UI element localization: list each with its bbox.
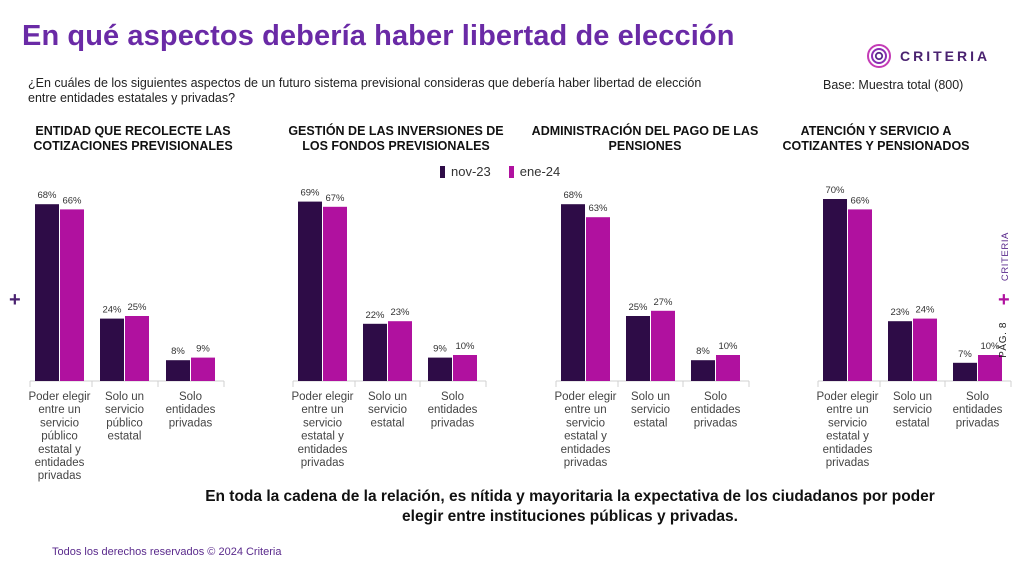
page-title: En qué aspectos debería haber libertad d… (22, 20, 735, 52)
data-label: 66% (850, 195, 870, 206)
side-brand-label: CRITERIA (1000, 232, 1011, 282)
category-label: Solo entidades privadas (166, 391, 216, 429)
category-label: Solo un servicio estatal (368, 391, 407, 429)
bar-nov23 (35, 204, 59, 381)
data-label: 8% (696, 346, 710, 357)
data-label: 9% (433, 344, 447, 355)
bar-ene24 (651, 310, 675, 381)
data-label: 22% (365, 310, 385, 321)
data-label: 67% (325, 193, 345, 204)
panel-title-3: ADMINISTRACIÓN DEL PAGO DE LAS PENSIONES (531, 124, 759, 153)
bar-nov23 (428, 357, 452, 381)
panel-title-2: GESTIÓN DE LAS INVERSIONES DE LOS FONDOS… (288, 124, 504, 153)
category-label: Solo entidades privadas (691, 391, 741, 429)
chart-legend: nov-23 ene-24 (440, 164, 578, 179)
category-label: Poder elegir entre un servicio estatal y ent… (816, 391, 878, 469)
bar-nov23 (953, 362, 977, 381)
page-number: PÁG. 8 (998, 322, 1009, 358)
bar-ene24 (191, 357, 215, 381)
criteria-logo-text: CRITERIA (900, 48, 991, 64)
criteria-logo-icon (867, 44, 891, 68)
bar-ene24 (978, 355, 1002, 381)
data-label: 66% (62, 195, 82, 206)
category-label: Poder elegir entre un servicio público estat… (28, 391, 90, 482)
survey-question: ¿En cuáles de los siguientes aspectos de… (28, 76, 702, 105)
data-label: 23% (390, 307, 410, 318)
data-label: 63% (588, 203, 608, 214)
legend-swatch-ene24 (508, 165, 514, 178)
bar-nov23 (561, 204, 585, 381)
data-label: 8% (171, 346, 185, 357)
bar-ene24 (716, 355, 740, 381)
category-label: Solo un servicio estatal (893, 391, 932, 429)
data-label: 10% (455, 341, 475, 352)
data-label: 7% (958, 349, 972, 360)
bar-ene24 (848, 209, 872, 381)
data-label: 70% (825, 185, 845, 196)
bar-ene24 (60, 209, 84, 381)
panel-title-4: ATENCIÓN Y SERVICIO A COTIZANTES Y PENSI… (782, 124, 970, 153)
category-label: Solo entidades privadas (953, 391, 1003, 429)
bar-ene24 (453, 355, 477, 381)
data-label: 9% (196, 344, 210, 355)
data-label: 10% (980, 341, 1000, 352)
bar-nov23 (823, 199, 847, 381)
data-label: 23% (890, 307, 910, 318)
data-label: 24% (915, 305, 935, 316)
data-label: 27% (653, 297, 673, 308)
category-label: Solo un servicio estatal (631, 391, 670, 429)
bar-nov23 (888, 321, 912, 381)
bar-ene24 (323, 206, 347, 381)
data-label: 25% (127, 302, 147, 313)
data-label: 68% (563, 190, 583, 201)
plus-icon-left: + (9, 289, 21, 311)
legend-item-nov23: nov-23 (440, 164, 491, 179)
bar-ene24 (388, 321, 412, 381)
bar-ene24 (913, 318, 937, 381)
data-label: 25% (628, 302, 648, 313)
data-label: 69% (300, 188, 320, 199)
footer-copyright: Todos los derechos reservados © 2024 Cri… (52, 546, 282, 558)
bar-ene24 (125, 316, 149, 381)
bar-ene24 (586, 217, 610, 381)
legend-swatch-nov23 (440, 165, 445, 178)
legend-label-ene24: ene-24 (519, 164, 561, 179)
bar-nov23 (166, 360, 190, 381)
bar-nov23 (363, 323, 387, 381)
conclusion-text: En toda la cadena de la relación, es nít… (205, 488, 935, 525)
category-label: Solo un servicio público estatal (105, 391, 144, 443)
data-label: 24% (102, 305, 122, 316)
plus-icon-right: + (998, 289, 1010, 311)
sample-base: Base: Muestra total (800) (823, 78, 964, 92)
legend-label-nov23: nov-23 (451, 164, 491, 179)
bar-nov23 (100, 318, 124, 381)
bar-nov23 (626, 316, 650, 381)
criteria-logo: CRITERIA (866, 43, 990, 69)
bar-nov23 (298, 201, 322, 381)
data-label: 10% (718, 341, 738, 352)
category-label: Poder elegir entre un servicio estatal y ent… (554, 391, 616, 469)
category-label: Poder elegir entre un servicio estatal y ent… (291, 391, 353, 469)
legend-item-ene24: ene-24 (508, 164, 561, 179)
category-label: Solo entidades privadas (428, 391, 478, 429)
panel-title-1: ENTIDAD QUE RECOLECTE LAS COTIZACIONES P… (33, 124, 233, 153)
data-label: 68% (37, 190, 57, 201)
bar-nov23 (691, 360, 715, 381)
